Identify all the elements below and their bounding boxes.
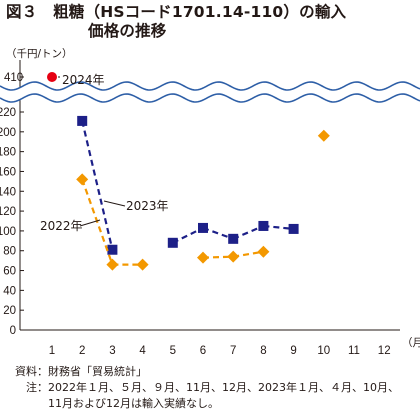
x-tick-label: 7 [230,345,236,357]
y-tick-label-break: 410 [4,72,23,84]
x-tick-label: 8 [260,345,266,357]
series-label-2023: 2023年 [126,199,169,213]
x-axis-label: （月） [402,337,420,349]
y-tick-label: 60 [3,266,16,278]
series-line-2023 [263,224,294,231]
x-tick-label: 6 [200,345,206,357]
source-label: 資料： [15,365,48,378]
note-row: 注： 2022年１月、５月、９月、11月、12月、2023年１月、４月、10月、 [4,380,418,396]
x-tick-label: 5 [170,345,176,357]
series-2022 [76,129,330,271]
series-line-2022 [81,179,114,265]
title-line-1: 図３ 粗糖（HSコード1701.14-110）の輸入 [6,3,347,21]
point-2023 [167,237,178,248]
y-tick-label: 140 [0,186,16,198]
series-label-leader [103,200,126,207]
axis-break-wave-bottom [0,93,420,103]
x-tick-label: 12 [378,345,391,357]
source-text: 財務省「貿易統計」 [48,365,147,378]
y-axis-label: （千円/トン） [6,48,73,60]
x-tick-label: 11 [348,345,360,357]
series-line-2023 [202,226,234,240]
x-tick-label: 2 [79,345,85,357]
series-line-2023 [172,226,204,244]
x-tick-label: 9 [290,345,296,357]
x-tick-label: 10 [317,345,330,357]
point-2023 [228,233,239,244]
x-tick-label: 3 [109,345,115,357]
note-label: 注： [26,381,48,394]
point-2022 [106,258,119,271]
series-label-2022: 2022年 [40,219,83,233]
chart-title: 図３ 粗糖（HSコード1701.14-110）の輸入 価格の推移 [6,3,418,41]
point-2023 [198,222,208,233]
axis-break-band [0,82,420,102]
y-tick-label: 120 [0,206,16,218]
y-tick-label: 40 [3,285,16,297]
note-text-2: 11月および12月は輸入実績なし。 [48,397,219,410]
series-label-leader [79,219,101,227]
y-tick-label: 220 [0,107,16,119]
note-text-1: 2022年１月、５月、９月、11月、12月、2023年１月、４月、10月、 [48,381,399,394]
point-2022 [257,245,270,258]
point-2023 [107,244,118,255]
y-tick-label: 180 [0,147,16,159]
series-2024 [47,72,57,82]
point-2022 [76,173,89,186]
point-2022 [136,258,149,271]
y-tick-label: 80 [3,246,16,258]
y-tick-label: 200 [0,127,16,139]
series-line-2023 [81,120,114,250]
point-2023 [77,115,88,126]
series-2023 [77,115,299,255]
point-2022 [227,250,240,263]
price-chart: 020406080100120140160180200220410（千円/トン）… [0,48,420,357]
point-2023 [288,223,299,234]
y-tick-label: 100 [0,226,16,238]
footnotes: 資料： 財務省「貿易統計」 注： 2022年１月、５月、９月、11月、12月、2… [4,364,418,412]
y-tick-label: 20 [3,305,16,317]
series-label-2024: 2024年 [62,73,105,87]
x-tick-label: 4 [139,345,146,357]
point-2023 [258,220,269,231]
y-tick-label: 0 [10,325,16,337]
point-2022 [317,129,330,142]
series-line-2023 [232,224,264,240]
point-2022 [197,251,209,264]
point-2024 [47,72,57,82]
x-tick-label: 1 [49,345,55,357]
title-line-2: 価格の推移 [88,22,167,40]
axis-break-wave-top [0,81,420,91]
source-row: 資料： 財務省「貿易統計」 [4,364,418,380]
y-tick-label: 160 [0,166,16,178]
